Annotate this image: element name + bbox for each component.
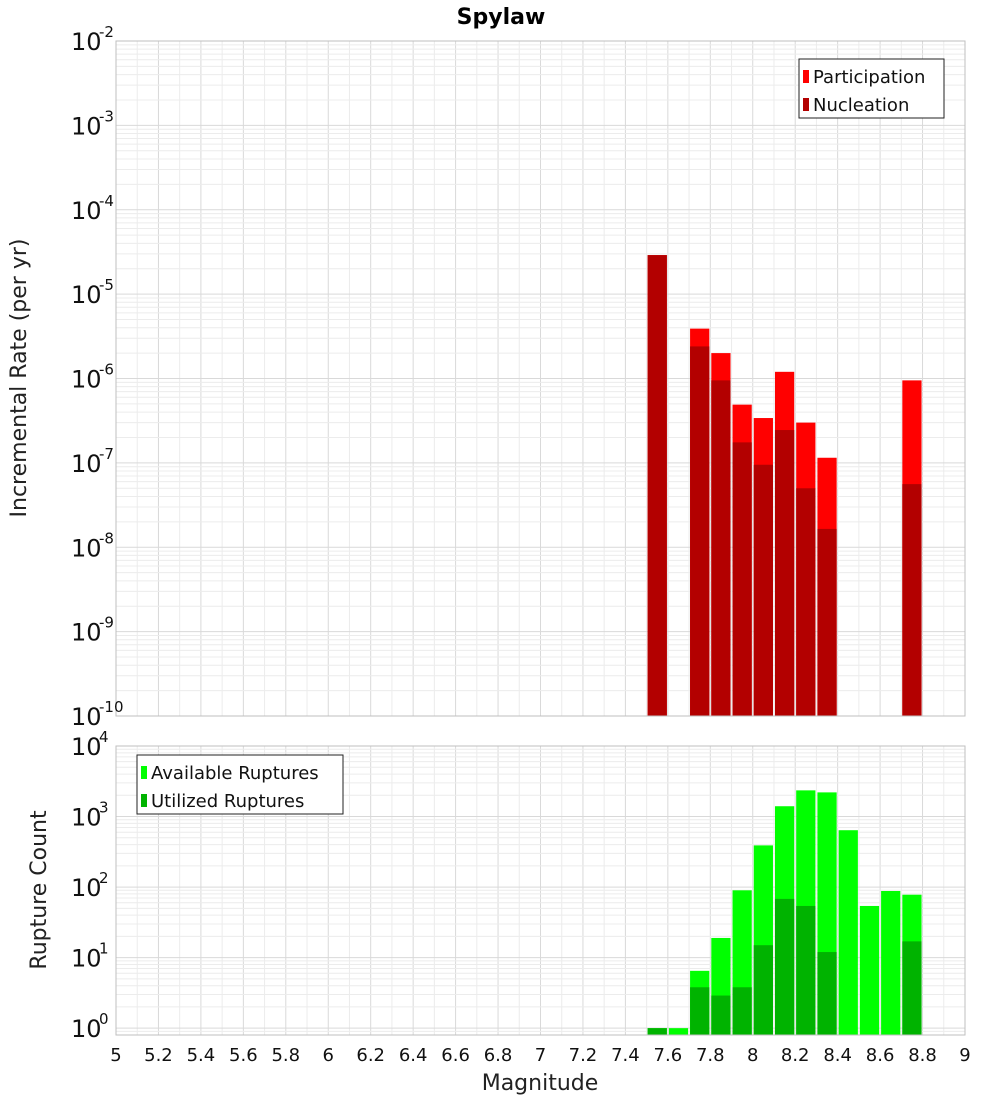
y-tick-exponent: -4 xyxy=(99,192,114,210)
bar-utilized-ruptures xyxy=(647,1028,667,1035)
bar-available-ruptures xyxy=(668,1028,689,1035)
legend-label: Participation xyxy=(813,67,925,88)
bar-nucleation xyxy=(753,464,773,716)
bar-utilized-ruptures xyxy=(753,945,773,1035)
legend-swatch xyxy=(141,794,147,807)
chart-title: Spylaw xyxy=(457,5,546,30)
x-axis-label: Magnitude xyxy=(482,1071,599,1096)
y-tick-label: 10 xyxy=(71,874,102,902)
x-tick-label: 6 xyxy=(323,1045,334,1066)
y-tick-label: 10 xyxy=(71,804,102,832)
x-tick-label: 6.8 xyxy=(484,1045,513,1066)
legend-box xyxy=(798,58,945,119)
y-tick-label: 10 xyxy=(71,281,102,309)
y-tick-label: 10 xyxy=(71,112,102,140)
y-tick-label: 10 xyxy=(71,366,102,394)
y-tick-label: 10 xyxy=(71,619,102,647)
x-tick-label: 8 xyxy=(747,1045,758,1066)
y-tick-exponent: 3 xyxy=(99,799,109,817)
legend-label: Nucleation xyxy=(813,95,909,116)
bottom-y-axis-label: Rupture Count xyxy=(27,810,52,970)
y-tick-exponent: -5 xyxy=(99,276,114,294)
y-tick-exponent: -9 xyxy=(99,614,114,632)
y-tick-label: 10 xyxy=(71,733,102,761)
bar-available-ruptures xyxy=(838,830,858,1035)
bar-utilized-ruptures xyxy=(711,995,731,1035)
y-tick-label: 10 xyxy=(71,945,102,973)
y-tick-exponent: -6 xyxy=(99,361,114,379)
y-tick-label: 10 xyxy=(71,28,102,56)
bar-utilized-ruptures xyxy=(902,941,922,1035)
y-tick-label: 10 xyxy=(71,703,102,731)
legend-label: Available Ruptures xyxy=(151,763,319,784)
bar-nucleation xyxy=(647,255,667,716)
bar-nucleation xyxy=(774,430,795,716)
x-tick-label: 6.4 xyxy=(399,1045,428,1066)
legend-swatch xyxy=(141,766,147,779)
x-tick-label: 5.4 xyxy=(187,1045,216,1066)
legend-box xyxy=(136,754,344,815)
bar-nucleation xyxy=(690,346,710,716)
x-tick-label: 5 xyxy=(110,1045,121,1066)
x-tick-label: 7.2 xyxy=(569,1045,598,1066)
legend-swatch xyxy=(803,70,809,83)
bar-available-ruptures xyxy=(859,905,880,1035)
y-tick-exponent: 1 xyxy=(99,940,109,958)
x-tick-label: 7 xyxy=(535,1045,546,1066)
bar-utilized-ruptures xyxy=(817,952,837,1035)
y-tick-label: 10 xyxy=(71,197,102,225)
bar-nucleation xyxy=(902,484,922,716)
y-tick-label: 10 xyxy=(71,534,102,562)
y-tick-exponent: -2 xyxy=(99,23,114,41)
x-tick-label: 5.8 xyxy=(271,1045,300,1066)
x-tick-label: 7.8 xyxy=(696,1045,725,1066)
x-tick-label: 8.4 xyxy=(823,1045,852,1066)
y-tick-exponent: -10 xyxy=(99,698,124,716)
x-tick-label: 8.2 xyxy=(781,1045,810,1066)
x-tick-label: 7.6 xyxy=(654,1045,683,1066)
bar-nucleation xyxy=(796,488,816,716)
plot-frame xyxy=(115,40,966,717)
x-tick-label: 8.6 xyxy=(866,1045,895,1066)
x-tick-label: 7.4 xyxy=(611,1045,640,1066)
bar-utilized-ruptures xyxy=(774,898,795,1035)
bar-utilized-ruptures xyxy=(796,905,816,1035)
x-tick-label: 5.2 xyxy=(144,1045,173,1066)
x-tick-label: 6.6 xyxy=(441,1045,470,1066)
bar-nucleation xyxy=(732,442,752,716)
x-tick-label: 8.8 xyxy=(908,1045,937,1066)
y-tick-exponent: 4 xyxy=(99,728,109,746)
y-tick-exponent: -7 xyxy=(99,445,114,463)
bar-utilized-ruptures xyxy=(732,987,752,1035)
legend-label: Utilized Ruptures xyxy=(151,791,304,812)
bar-utilized-ruptures xyxy=(690,987,710,1035)
bar-nucleation xyxy=(817,528,837,716)
bar-nucleation xyxy=(711,380,731,716)
y-tick-exponent: 2 xyxy=(99,869,109,887)
legend-swatch xyxy=(803,98,809,111)
top-panel: 10-1010-910-810-710-610-510-410-310-2Par… xyxy=(71,23,966,731)
bar-available-ruptures xyxy=(881,890,901,1035)
y-tick-exponent: -8 xyxy=(99,529,114,547)
x-tick-label: 5.6 xyxy=(229,1045,258,1066)
y-tick-label: 10 xyxy=(71,1015,102,1043)
y-tick-exponent: -3 xyxy=(99,107,114,125)
x-tick-label: 6.2 xyxy=(356,1045,385,1066)
y-tick-exponent: 0 xyxy=(99,1010,109,1028)
plot-frame xyxy=(115,745,966,1036)
x-tick-label: 9 xyxy=(959,1045,970,1066)
top-y-axis-label: Incremental Rate (per yr) xyxy=(7,239,32,518)
y-tick-label: 10 xyxy=(71,450,102,478)
